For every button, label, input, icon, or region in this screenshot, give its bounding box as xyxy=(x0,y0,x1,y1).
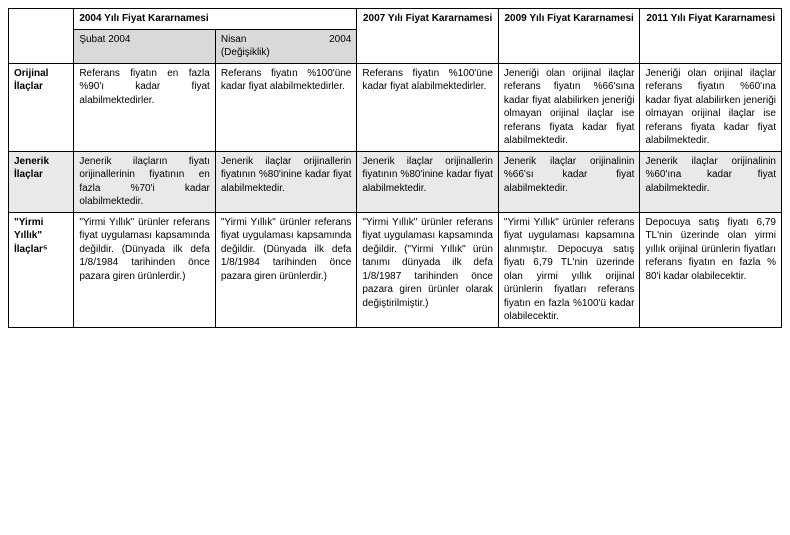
cell-yirmi-2011: Depocuya satış fiyatı 6,79 TL'nin üzerin… xyxy=(640,212,782,327)
header-row-1: 2004 Yılı Fiyat Kararnamesi 2007 Yılı Fi… xyxy=(9,9,782,30)
row-yirmi-yillik: "Yirmi Yıllık" İlaçlar⁵ "Yirmi Yıllık" ü… xyxy=(9,212,782,327)
header-2004: 2004 Yılı Fiyat Kararnamesi xyxy=(74,9,357,30)
cell-yirmi-2004a: "Yirmi Yıllık" ürünler referans fiyat uy… xyxy=(74,212,216,327)
cell-orijinal-2004b: Referans fiyatın %100'üne kadar fiyat al… xyxy=(215,63,357,151)
cell-orijinal-2011: Jeneriği olan orijinal ilaçlar referans … xyxy=(640,63,782,151)
header-2011: 2011 Yılı Fiyat Kararnamesi xyxy=(640,9,782,64)
cell-jenerik-2004a: Jenerik ilaçların fiyatı orijinallerinin… xyxy=(74,151,216,212)
cell-orijinal-2007: Referans fiyatın %100'üne kadar fiyat al… xyxy=(357,63,499,151)
cell-orijinal-2009: Jeneriği olan orijinal ilaçlar referans … xyxy=(498,63,640,151)
cell-yirmi-2007: "Yirmi Yıllık" ürünler referans fiyat uy… xyxy=(357,212,499,327)
price-decree-table: 2004 Yılı Fiyat Kararnamesi 2007 Yılı Fi… xyxy=(8,8,782,328)
cell-orijinal-2004a: Referans fiyatın en fazla %90'ı kadar fi… xyxy=(74,63,216,151)
subheader-2004-apr: Nisan 2004 (Değişiklik) xyxy=(215,29,357,63)
header-2007: 2007 Yılı Fiyat Kararnamesi xyxy=(357,9,499,64)
cell-yirmi-2009: "Yirmi Yıllık" ürünler referans fiyat uy… xyxy=(498,212,640,327)
rowlabel-yirmi: "Yirmi Yıllık" İlaçlar⁵ xyxy=(9,212,74,327)
row-jenerik: Jenerik İlaçlar Jenerik ilaçların fiyatı… xyxy=(9,151,782,212)
subheader-2004-apr-month: Nisan xyxy=(221,33,247,47)
corner-cell xyxy=(9,9,74,64)
subheader-2004-feb: Şubat 2004 xyxy=(74,29,216,63)
header-2009: 2009 Yılı Fiyat Kararnamesi xyxy=(498,9,640,64)
cell-jenerik-2007: Jenerik ilaçlar orijinallerin fiyatının … xyxy=(357,151,499,212)
cell-yirmi-2004b: "Yirmi Yıllık" ürünler referans fiyat uy… xyxy=(215,212,357,327)
subheader-2004-apr-note: (Değişiklik) xyxy=(221,46,352,60)
rowlabel-orijinal: Orijinal İlaçlar xyxy=(9,63,74,151)
cell-jenerik-2009: Jenerik ilaçlar orijinalinin %66'sı kada… xyxy=(498,151,640,212)
rowlabel-jenerik: Jenerik İlaçlar xyxy=(9,151,74,212)
cell-jenerik-2004b: Jenerik ilaçlar orijinallerin fiyatının … xyxy=(215,151,357,212)
row-orijinal: Orijinal İlaçlar Referans fiyatın en faz… xyxy=(9,63,782,151)
subheader-2004-apr-year: 2004 xyxy=(329,33,351,47)
cell-jenerik-2011: Jenerik ilaçlar orijinalinin %60'ına kad… xyxy=(640,151,782,212)
